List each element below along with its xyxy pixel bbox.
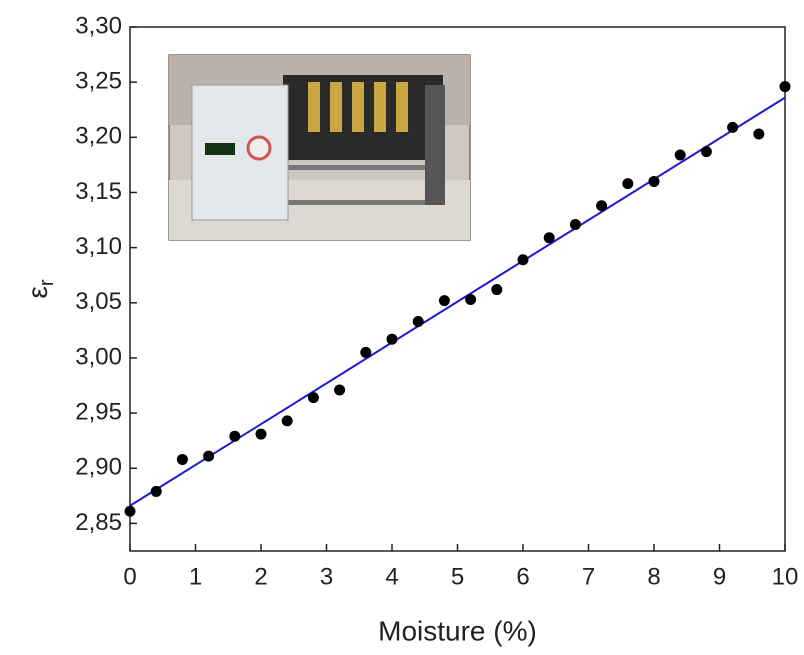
data-point [150,485,162,497]
data-point [674,149,686,161]
data-point [517,254,529,266]
x-tick-label: 3 [320,563,333,590]
y-tick-label: 2,90 [75,454,122,481]
y-axis-symbol: ε [22,286,53,298]
data-point [203,450,215,462]
y-tick-label: 3,00 [75,343,122,370]
data-point [779,81,791,93]
data-point [281,415,293,427]
x-tick-label: 1 [189,563,202,590]
y-tick-label: 3,20 [75,123,122,150]
y-tick-label: 2,85 [75,509,122,536]
data-point [307,392,319,404]
x-tick-label: 6 [516,563,529,590]
y-tick-label: 3,30 [75,12,122,39]
x-tick-label: 7 [582,563,595,590]
y-tick-label: 2,95 [75,398,122,425]
x-tick-label: 2 [254,563,267,590]
data-point [124,505,136,517]
y-tick-label: 3,10 [75,233,122,260]
y-axis-subscript: r [36,279,58,286]
data-point [465,293,477,305]
data-point [176,453,188,465]
x-tick-label: 8 [647,563,660,590]
data-point [438,295,450,307]
x-tick-label: 9 [713,563,726,590]
y-tick-label: 3,15 [75,178,122,205]
data-point [753,128,765,140]
data-point [255,428,267,440]
data-point [229,430,241,442]
data-point [569,218,581,230]
data-point [386,333,398,345]
x-tick-label: 4 [385,563,398,590]
x-tick-label: 10 [772,563,799,590]
data-point [412,316,424,328]
y-axis-label: εr [22,279,58,298]
x-axis-label: Moisture (%) [378,615,537,646]
x-tick-label: 5 [451,563,464,590]
x-tick-label: 0 [123,563,136,590]
data-point [360,346,372,358]
inset-photo [168,54,471,241]
data-point [596,200,608,212]
data-point [648,175,660,187]
data-point [700,146,712,158]
y-tick-label: 3,25 [75,68,122,95]
y-tick-label: 3,05 [75,288,122,315]
data-point [543,232,555,244]
data-point [491,284,503,296]
data-point [727,121,739,133]
data-point [622,178,634,190]
data-point [334,384,346,396]
